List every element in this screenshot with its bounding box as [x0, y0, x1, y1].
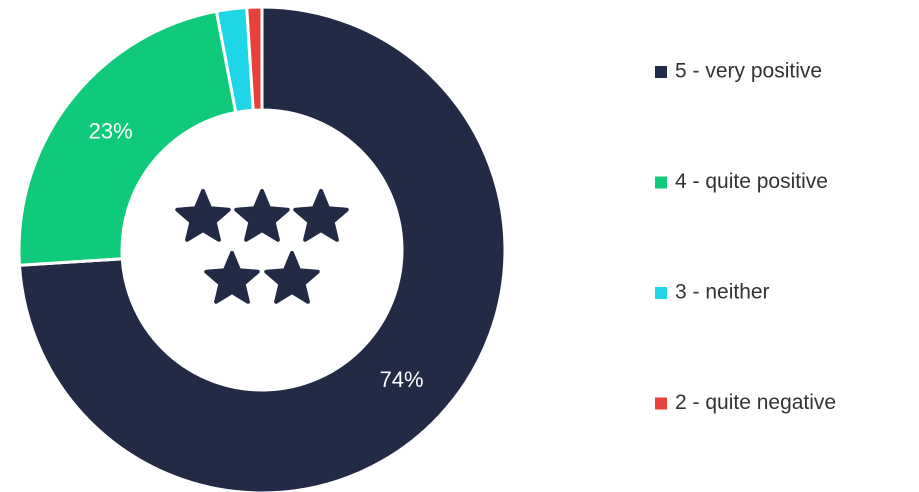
donut-slice: [17, 9, 238, 267]
legend-swatch: [655, 176, 667, 189]
star: [264, 251, 320, 304]
star: [293, 189, 349, 242]
donut-slice: [245, 5, 264, 112]
star: [204, 251, 260, 304]
data-label: 23%: [89, 118, 133, 143]
data-label: 74%: [380, 367, 424, 392]
star: [234, 189, 290, 242]
legend-swatch: [655, 287, 667, 299]
donut-slice: [17, 5, 507, 492]
legend-swatch: [655, 397, 667, 410]
stars-icon: [175, 189, 349, 304]
legend-label: 2 - quite negative: [675, 391, 836, 414]
legend-label: 4 - quite positive: [675, 170, 828, 193]
star: [175, 189, 231, 242]
legend-swatch: [655, 66, 667, 78]
legend-label: 3 - neither: [675, 281, 770, 304]
legend-label: 5 - very positive: [675, 60, 822, 83]
